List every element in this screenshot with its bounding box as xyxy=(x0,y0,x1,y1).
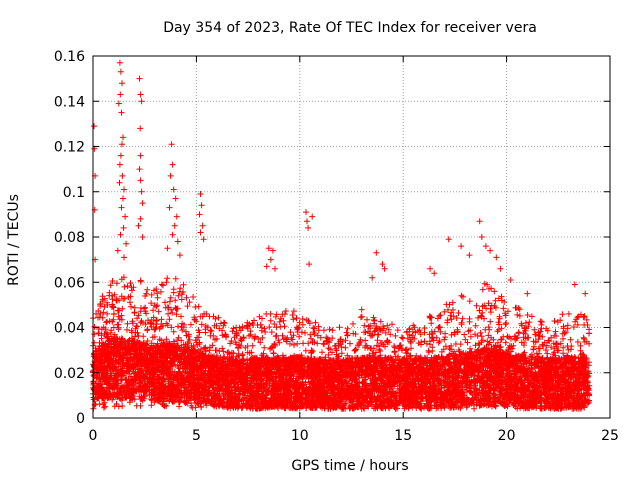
y-tick-label: 0.16 xyxy=(54,49,85,65)
y-tick-label: 0 xyxy=(76,411,85,427)
grid-lines xyxy=(93,56,610,418)
x-tick-label: 20 xyxy=(498,428,516,444)
x-tick-label: 10 xyxy=(291,428,309,444)
x-tick-label: 5 xyxy=(192,428,201,444)
data-points xyxy=(90,59,593,412)
y-tick-label: 0.08 xyxy=(54,230,85,246)
y-tick-label: 0.12 xyxy=(54,140,85,156)
x-tick-label: 15 xyxy=(394,428,412,444)
x-axis-label: GPS time / hours xyxy=(291,458,408,474)
y-tick-label: 0.06 xyxy=(54,275,85,291)
x-tick-label: 0 xyxy=(89,428,98,444)
roti-markers xyxy=(90,59,593,412)
y-tick-label: 0.02 xyxy=(54,366,85,382)
y-axis-label: ROTI / TECUs xyxy=(6,194,22,286)
y-tick-label: 0.1 xyxy=(63,185,85,201)
chart-title: Day 354 of 2023, Rate Of TEC Index for r… xyxy=(163,20,537,36)
x-tick-label: 25 xyxy=(601,428,619,444)
y-tick-label: 0.14 xyxy=(54,94,85,110)
y-tick-label: 0.04 xyxy=(54,321,85,337)
axis-ticks: 0 5 10 15 20 25 0 0.02 0.04 0.06 0.08 0.1 0.12 0.14 0.… xyxy=(54,49,619,444)
